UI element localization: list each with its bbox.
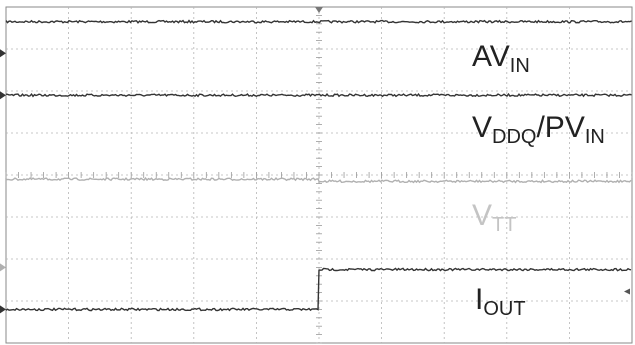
series-label-vtt: VTT (472, 199, 516, 236)
channel-marker-2 (0, 263, 6, 272)
trace-0 (5, 19, 632, 24)
series-label-vddq-pvin: VDDQ/PVIN (472, 111, 605, 148)
trace-1 (5, 92, 632, 98)
series-label-avin: AVIN (472, 40, 530, 77)
trigger-position-marker (315, 7, 323, 13)
trigger-level-marker (624, 288, 630, 295)
series-label-iout: IOUT (475, 283, 526, 320)
channel-marker-0 (0, 49, 6, 58)
trace-2 (5, 176, 632, 184)
channel-marker-1 (0, 91, 6, 100)
chart-traces (5, 19, 632, 312)
channel-marker-3 (0, 305, 6, 314)
trace-3 (5, 267, 632, 312)
chart-channel-markers (0, 49, 630, 314)
